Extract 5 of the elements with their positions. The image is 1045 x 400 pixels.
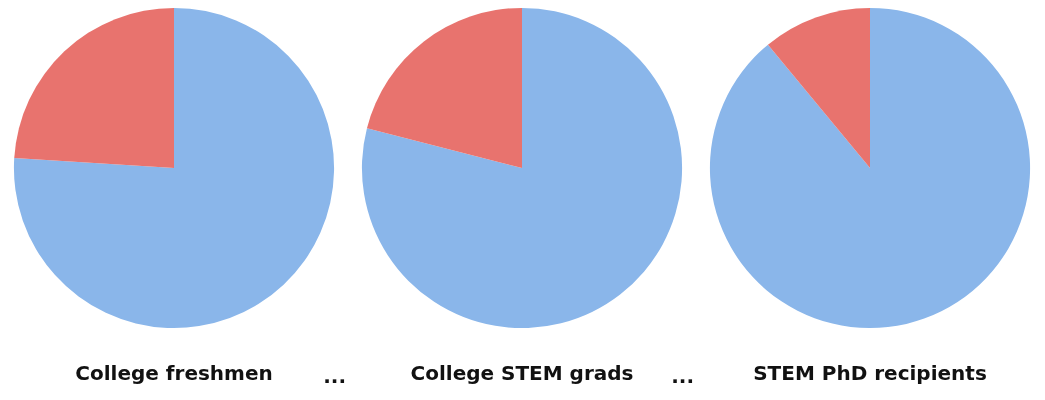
text: STEM PhD recipients: [753, 361, 987, 385]
text: College freshmen: [75, 361, 273, 385]
text: ...: [323, 364, 346, 388]
text: ...: [671, 364, 694, 388]
text: College STEM grads: [410, 361, 634, 385]
